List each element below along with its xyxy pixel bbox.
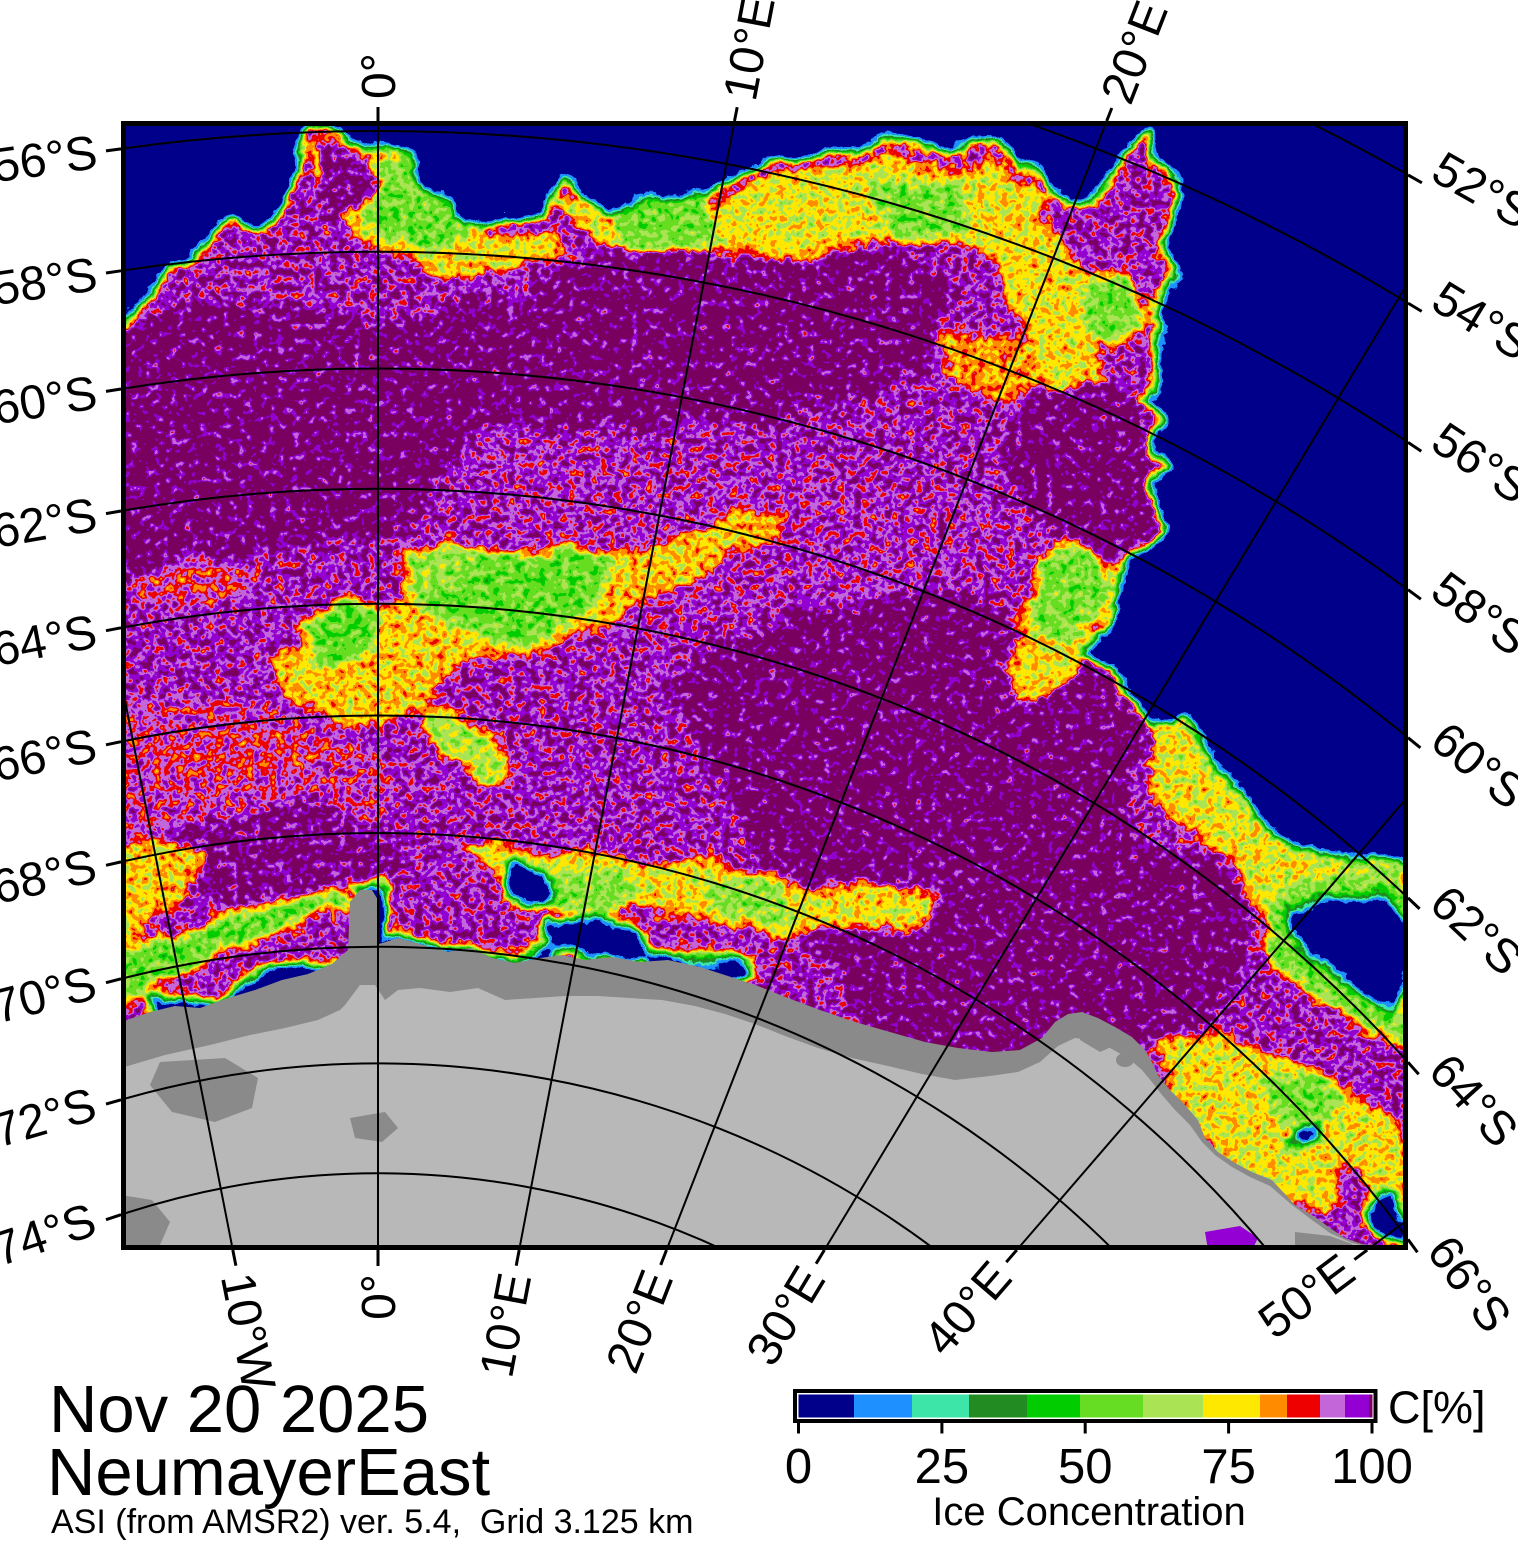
svg-text:50: 50 [1058, 1440, 1113, 1494]
svg-text:75: 75 [1201, 1440, 1256, 1494]
svg-text:100: 100 [1331, 1440, 1413, 1494]
svg-text:0°: 0° [353, 1274, 406, 1320]
svg-text:C[%]: C[%] [1388, 1382, 1486, 1433]
svg-text:0°: 0° [353, 53, 406, 99]
svg-text:Nov 20 2025: Nov 20 2025 [49, 1372, 429, 1447]
svg-text:Ice Concentration: Ice Concentration [932, 1490, 1246, 1534]
svg-text:ASI (from AMSR2) ver. 5.4, Gr: ASI (from AMSR2) ver. 5.4, Grid 3.125 km [51, 1503, 693, 1541]
svg-text:0: 0 [785, 1440, 812, 1494]
svg-text:NeumayerEast: NeumayerEast [47, 1435, 491, 1510]
svg-text:25: 25 [915, 1440, 970, 1494]
